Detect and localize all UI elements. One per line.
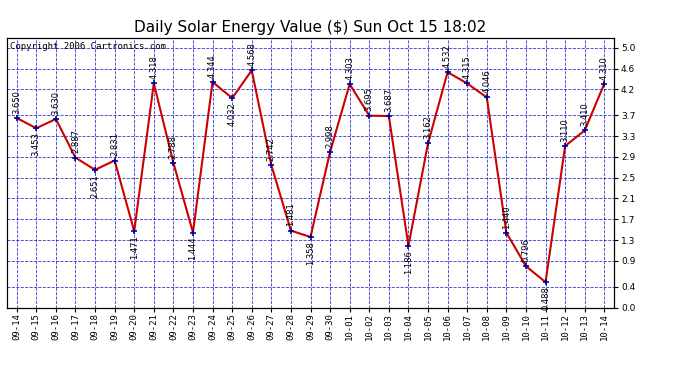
Text: 4.344: 4.344 [208, 54, 217, 78]
Text: 1.440: 1.440 [502, 205, 511, 229]
Text: 3.650: 3.650 [12, 90, 21, 114]
Text: 0.796: 0.796 [522, 238, 531, 262]
Text: 4.032: 4.032 [228, 102, 237, 126]
Text: 2.651: 2.651 [90, 174, 99, 198]
Text: 2.887: 2.887 [71, 129, 80, 153]
Text: 0.488: 0.488 [541, 286, 550, 310]
Text: 3.453: 3.453 [32, 132, 41, 156]
Text: 4.310: 4.310 [600, 56, 609, 80]
Text: 2.831: 2.831 [110, 132, 119, 156]
Text: 1.471: 1.471 [130, 235, 139, 259]
Text: 2.742: 2.742 [267, 137, 276, 161]
Text: 3.162: 3.162 [424, 115, 433, 139]
Text: 1.444: 1.444 [188, 237, 197, 260]
Text: 2.788: 2.788 [169, 135, 178, 159]
Text: 4.532: 4.532 [443, 44, 452, 68]
Text: 4.318: 4.318 [149, 55, 158, 79]
Text: 3.410: 3.410 [580, 102, 589, 126]
Text: 3.687: 3.687 [384, 88, 393, 112]
Text: 2.998: 2.998 [326, 124, 335, 148]
Text: 1.358: 1.358 [306, 241, 315, 265]
Text: 3.110: 3.110 [561, 118, 570, 142]
Text: Copyright 2006 Cartronics.com: Copyright 2006 Cartronics.com [10, 42, 166, 51]
Title: Daily Solar Energy Value ($) Sun Oct 15 18:02: Daily Solar Energy Value ($) Sun Oct 15 … [135, 20, 486, 35]
Text: 4.303: 4.303 [345, 56, 354, 80]
Text: 3.695: 3.695 [365, 88, 374, 111]
Text: 4.315: 4.315 [463, 56, 472, 79]
Text: 4.568: 4.568 [247, 42, 256, 66]
Text: 1.186: 1.186 [404, 250, 413, 274]
Text: 1.481: 1.481 [286, 202, 295, 226]
Text: 3.630: 3.630 [51, 91, 60, 115]
Text: 4.046: 4.046 [482, 69, 491, 93]
